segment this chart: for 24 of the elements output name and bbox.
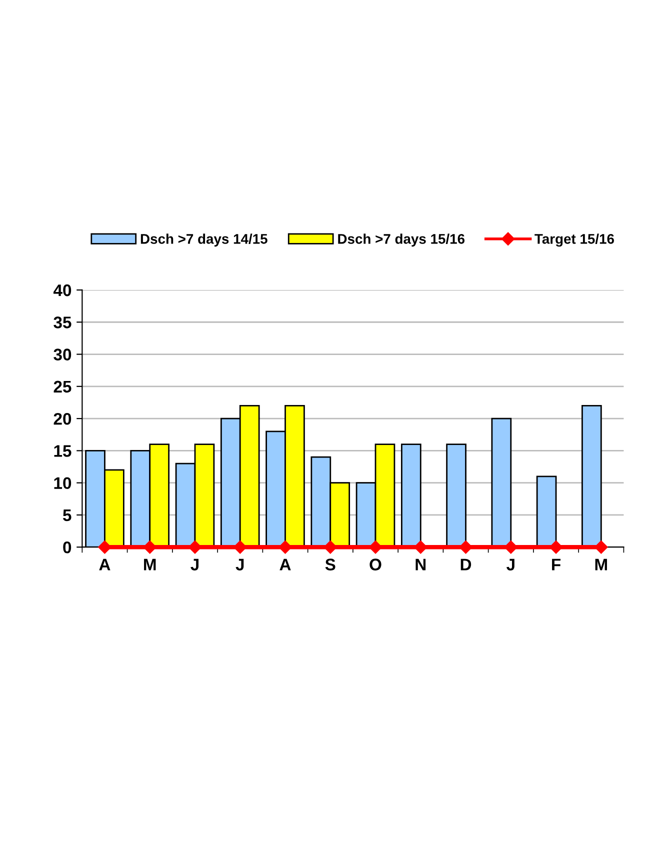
y-tick-label: 15 — [54, 445, 72, 457]
x-tick-label: F — [552, 558, 560, 570]
legend-label: Dsch >7 days 14/15 — [140, 234, 268, 247]
x-tick-label: J — [236, 558, 244, 570]
y-tick-label: 35 — [54, 316, 72, 328]
y-tick-label: 25 — [54, 380, 72, 393]
y-tick-label: 5 — [62, 510, 72, 522]
legend-label: Dsch >7 days 15/16 — [338, 234, 465, 247]
y-tick-label: 10 — [54, 477, 72, 490]
x-tick-label: D — [460, 558, 472, 570]
x-tick-label: J — [506, 558, 514, 570]
y-tick-label: 20 — [54, 412, 72, 425]
x-tick-label: O — [370, 558, 382, 570]
y-tick-label: 40 — [53, 284, 72, 296]
x-tick-label: A — [99, 558, 110, 570]
x-tick-label: S — [325, 558, 336, 570]
x-tick-label: J — [190, 558, 198, 570]
x-tick-label: M — [144, 558, 156, 570]
legend-label: Target 15/16 — [534, 234, 614, 247]
x-tick-label: N — [416, 558, 426, 570]
y-tick-label: 30 — [54, 348, 72, 360]
y-tick-label: 0 — [63, 542, 72, 554]
x-tick-label: A — [280, 558, 291, 570]
x-tick-label: M — [595, 558, 607, 570]
